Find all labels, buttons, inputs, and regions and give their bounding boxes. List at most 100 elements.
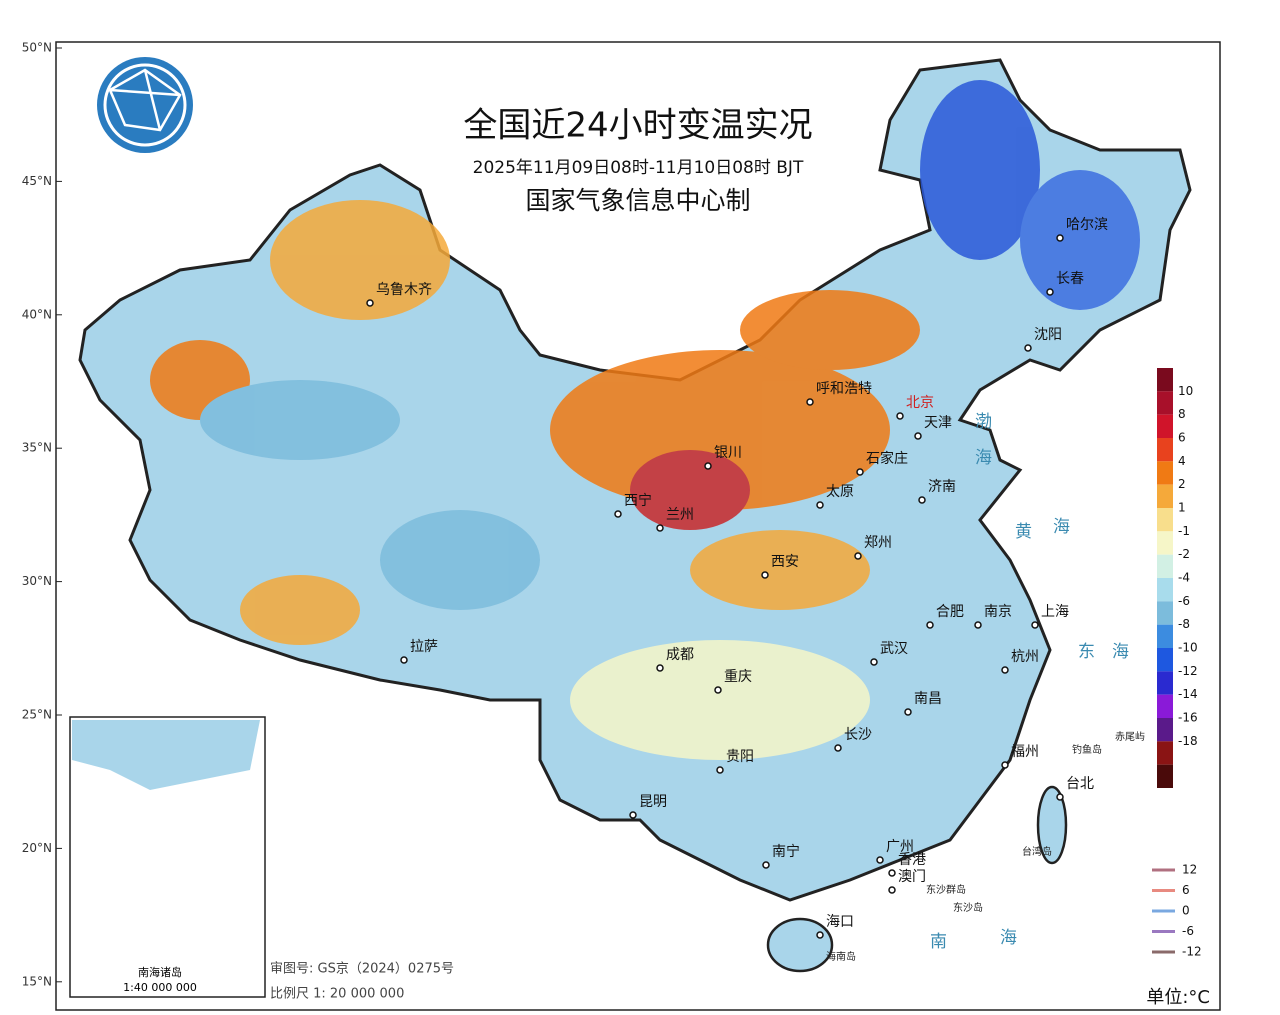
legend-swatch	[1157, 741, 1173, 765]
legend-label: -18	[1178, 734, 1198, 748]
contour-legend-label: 6	[1182, 883, 1190, 897]
city-label: 西安	[771, 554, 799, 570]
city-label: 兰州	[666, 507, 694, 523]
city-label: 杭州	[1011, 649, 1039, 665]
subtitle: 2025年11月09日08时-11月10日08时 BJT	[473, 158, 804, 178]
sea-label: 海	[975, 448, 992, 468]
city-label: 广州	[886, 839, 914, 855]
review-number: 审图号: GS京（2024）0275号	[270, 962, 454, 977]
sea-label: 黄	[1015, 522, 1032, 542]
city-label: 福州	[1011, 744, 1039, 760]
city-label: 济南	[928, 479, 956, 495]
island-label: 东沙岛	[953, 901, 983, 914]
taiwan	[1036, 785, 1068, 865]
legend-label: 4	[1178, 454, 1186, 468]
legend-swatch	[1157, 461, 1173, 485]
contour-legend-label: 12	[1182, 863, 1197, 877]
legend-label: 2	[1178, 477, 1186, 491]
city-label: 昆明	[639, 794, 667, 810]
hainan	[766, 917, 834, 973]
city-marker	[834, 744, 842, 752]
sea-label: 渤	[975, 412, 992, 432]
unit: 单位:°C	[1146, 987, 1210, 1008]
city-marker	[629, 811, 637, 819]
city-marker	[400, 656, 408, 664]
sea-label: 海	[1000, 928, 1017, 948]
island-label: 钓鱼岛	[1072, 743, 1102, 756]
city-marker	[856, 468, 864, 476]
city-label: 合肥	[936, 604, 964, 620]
city-marker	[704, 462, 712, 470]
logo	[97, 57, 193, 153]
city-marker	[816, 931, 824, 939]
city-label: 乌鲁木齐	[376, 282, 432, 298]
city-marker	[656, 664, 664, 672]
legend-swatch	[1157, 391, 1173, 415]
legend-swatch	[1157, 578, 1173, 602]
city-marker	[806, 398, 814, 406]
legend-swatch	[1157, 764, 1173, 788]
legend-swatch	[1157, 601, 1173, 625]
map-frame	[55, 41, 1221, 1011]
latitude-label: 50°N	[22, 41, 52, 55]
producer: 国家气象信息中心制	[525, 186, 750, 215]
city-marker	[1024, 344, 1032, 352]
inset-land	[72, 720, 260, 790]
legend-swatch	[1157, 648, 1173, 672]
legend-label: 8	[1178, 407, 1186, 421]
city-marker	[876, 856, 884, 864]
contour-legend-label: 0	[1182, 904, 1190, 918]
title: 全国近24小时变温实况	[463, 106, 812, 146]
sea-label: 东	[1078, 642, 1095, 662]
legend-swatch	[1157, 694, 1173, 718]
inset-title: 南海诸岛	[138, 965, 182, 979]
city-label: 长沙	[844, 727, 872, 743]
island-label: 赤尾屿	[1115, 731, 1145, 743]
legend-swatch	[1157, 624, 1173, 648]
legend-label: -16	[1178, 711, 1198, 725]
legend-swatch	[1157, 414, 1173, 438]
legend-label: 6	[1178, 431, 1186, 445]
latitude-label: 45°N	[22, 174, 52, 188]
city-label: 澳门	[898, 869, 926, 885]
city-label: 重庆	[724, 669, 752, 685]
city-marker	[914, 432, 922, 440]
city-marker	[888, 886, 896, 894]
legend-swatch	[1157, 718, 1173, 742]
city-label: 天津	[924, 415, 952, 431]
city-label: 台北	[1066, 776, 1094, 792]
city-label: 北京	[906, 395, 934, 411]
legend-label: -8	[1178, 617, 1190, 631]
legend-label: -2	[1178, 547, 1190, 561]
city-marker	[926, 621, 934, 629]
legend-label: -14	[1178, 687, 1198, 701]
island-label: 东沙群岛	[926, 883, 966, 896]
legend-label: -4	[1178, 571, 1190, 585]
latitude-label: 20°N	[22, 841, 52, 855]
latitude-label: 25°N	[22, 708, 52, 722]
city-label: 南宁	[772, 843, 800, 860]
city-label: 武汉	[880, 641, 908, 657]
city-label: 郑州	[864, 535, 892, 551]
city-marker	[904, 708, 912, 716]
city-marker	[714, 686, 722, 694]
legend-swatch	[1157, 484, 1173, 508]
legend-label: -12	[1178, 664, 1198, 678]
latitude-label: 40°N	[22, 307, 52, 321]
city-marker	[716, 766, 724, 774]
contour-legend-label: -6	[1182, 924, 1194, 938]
contour-legend-label: -12	[1182, 945, 1202, 959]
legend-swatch	[1157, 531, 1173, 555]
city-marker	[1001, 666, 1009, 674]
island-label: 海南岛	[826, 950, 856, 963]
city-label: 呼和浩特	[816, 381, 872, 397]
scale: 比例尺 1: 20 000 000	[270, 987, 404, 1002]
legend-label: 1	[1178, 501, 1186, 515]
city-label: 长春	[1056, 271, 1084, 287]
sea-label: 南	[930, 932, 947, 952]
city-marker	[870, 658, 878, 666]
sea-label: 海	[1112, 642, 1129, 662]
legend-swatch	[1157, 671, 1173, 695]
sea-label: 海	[1053, 517, 1070, 537]
